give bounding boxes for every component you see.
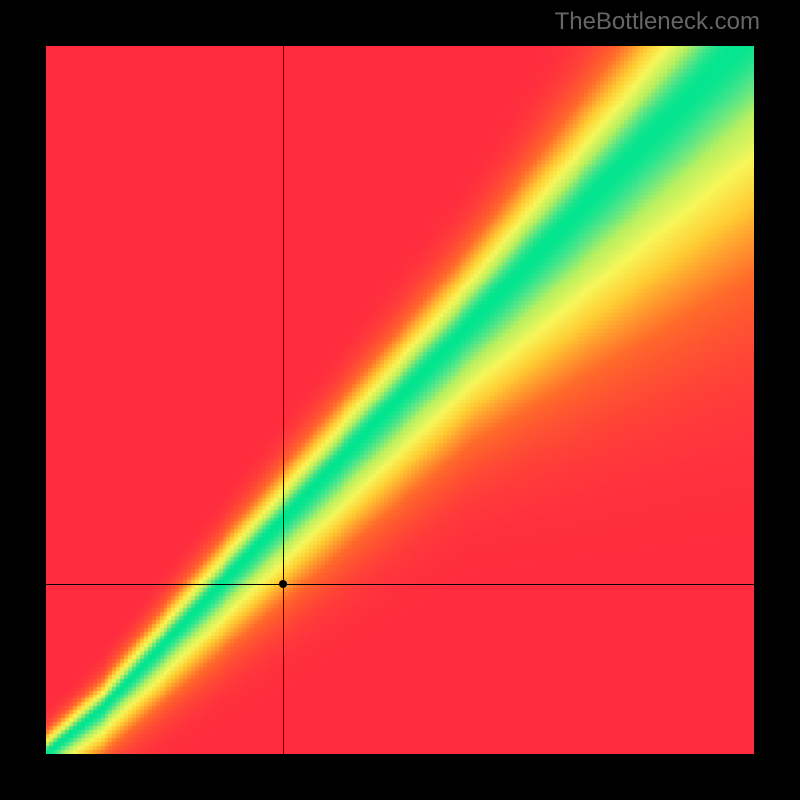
crosshair-vertical — [283, 46, 284, 754]
outer-frame: TheBottleneck.com — [0, 0, 800, 800]
watermark-text: TheBottleneck.com — [555, 8, 760, 36]
plot-area — [46, 46, 754, 754]
crosshair-horizontal — [46, 584, 754, 585]
marker-dot — [279, 580, 287, 588]
heatmap-canvas — [46, 46, 754, 754]
